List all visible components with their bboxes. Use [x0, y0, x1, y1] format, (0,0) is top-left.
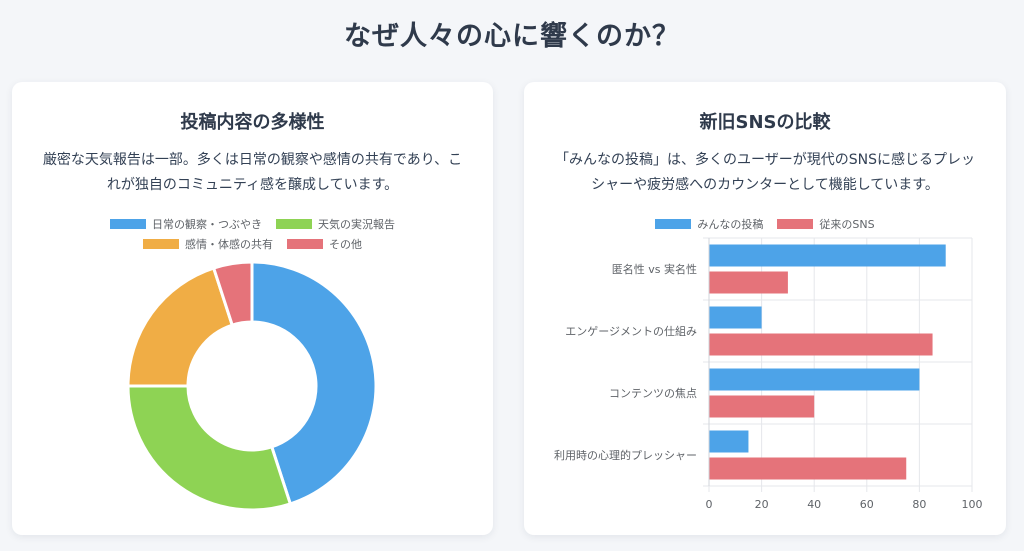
- sns-comparison-card: 新旧SNSの比較 「みんなの投稿」は、多くのユーザーが現代のSNSに感じるプレッ…: [524, 82, 1006, 535]
- legend-item[interactable]: みんなの投稿: [655, 216, 763, 232]
- bar-minna-4[interactable]: [709, 430, 749, 453]
- doughnut-slice-3[interactable]: [126, 266, 235, 388]
- legend-swatch: [287, 239, 323, 249]
- legend-item[interactable]: その他: [287, 236, 362, 252]
- x-tick-label: 60: [860, 498, 874, 511]
- legend-label: みんなの投稿: [697, 218, 764, 231]
- bar-traditional-4[interactable]: [709, 457, 907, 480]
- legend-label: 天気の実況報告: [318, 218, 395, 231]
- bar-traditional-2[interactable]: [709, 333, 933, 356]
- card-title: 新旧SNSの比較: [699, 112, 831, 133]
- page-title: なぜ人々の心に響くのか？: [344, 21, 680, 52]
- doughnut-slice-2[interactable]: [126, 384, 293, 512]
- legend-item[interactable]: 日常の観察・つぶやき: [110, 216, 262, 232]
- bar-traditional-1[interactable]: [709, 271, 788, 294]
- legend-swatch: [276, 219, 312, 229]
- bar-minna-2[interactable]: [709, 306, 762, 329]
- x-tick-label: 100: [962, 498, 983, 511]
- bar-minna-1[interactable]: [709, 244, 946, 267]
- content-diversity-card: 投稿内容の多様性 厳密な天気報告は一部。多くは日常の観察や感情の共有であり、これ…: [12, 82, 493, 535]
- y-tick-label: 利用時の心理的プレッシャー: [554, 448, 697, 462]
- doughnut-legend: 日常の観察・つぶやき 天気の実況報告 感情・体感の共有 その他: [12, 214, 493, 254]
- legend-item[interactable]: 感情・体感の共有: [143, 236, 273, 252]
- card-title: 投稿内容の多様性: [180, 112, 325, 133]
- legend-swatch: [655, 219, 692, 229]
- y-tick-label: エンゲージメントの仕組み: [565, 325, 697, 338]
- legend-item[interactable]: 従来のSNS: [777, 216, 875, 232]
- bar-traditional-3[interactable]: [709, 395, 815, 418]
- legend-label: 従来のSNS: [819, 218, 875, 231]
- card-description: 「みんなの投稿」は、多くのユーザーが現代のSNSに感じるプレッシャーや疲労感への…: [555, 152, 975, 193]
- legend-swatch: [777, 219, 814, 229]
- x-tick-label: 80: [912, 498, 926, 511]
- legend-label: その他: [329, 238, 362, 251]
- card-description: 厳密な天気報告は一部。多くは日常の観察や感情の共有であり、これが独自のコミュニテ…: [42, 152, 463, 193]
- y-tick-label: コンテンツの焦点: [609, 387, 697, 400]
- doughnut-slice-4[interactable]: [211, 260, 254, 328]
- doughnut-slice-1[interactable]: [250, 260, 378, 506]
- x-tick-label: 0: [706, 498, 713, 511]
- bar-legend: みんなの投稿 従来のSNS: [524, 214, 1006, 234]
- x-tick-label: 20: [755, 498, 769, 511]
- legend-swatch: [110, 219, 146, 229]
- y-tick-label: 匿名性 vs 実名性: [612, 262, 697, 276]
- bar-chart: 0 20 40 60 80 100 匿名性 vs 実名性エンゲージメントの仕組みコンテンツの…: [554, 237, 983, 511]
- x-tick-label: 40: [807, 498, 821, 511]
- legend-swatch: [143, 239, 179, 249]
- bar-minna-3[interactable]: [709, 368, 920, 391]
- legend-label: 感情・体感の共有: [185, 238, 273, 251]
- legend-item[interactable]: 天気の実況報告: [276, 216, 395, 232]
- legend-label: 日常の観察・つぶやき: [152, 218, 262, 231]
